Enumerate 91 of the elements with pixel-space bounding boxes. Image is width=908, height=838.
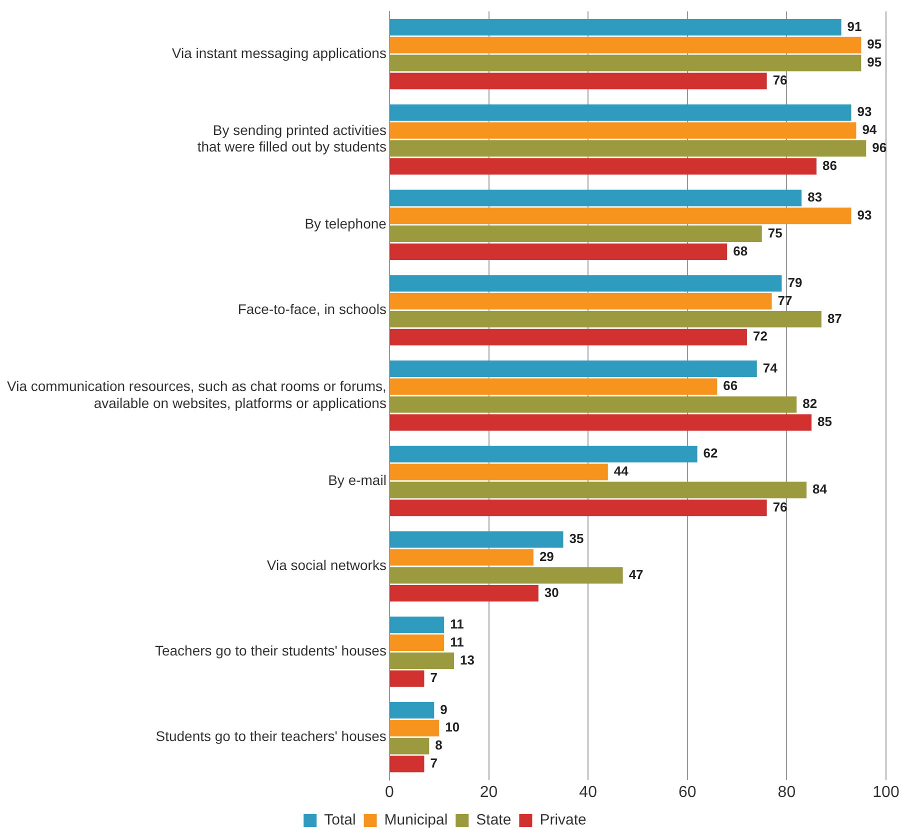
bar xyxy=(390,756,424,772)
data-label: 10 xyxy=(445,720,460,735)
data-label: 9 xyxy=(440,702,448,717)
bar xyxy=(390,310,822,328)
bar xyxy=(390,634,444,652)
data-label: 30 xyxy=(544,584,559,600)
data-label: 11 xyxy=(450,634,464,650)
bar xyxy=(390,18,842,36)
y-tick-label: Face-to-face, in schools xyxy=(238,301,386,318)
data-label: 7 xyxy=(430,756,438,771)
data-label: 94 xyxy=(862,122,878,138)
data-label: 77 xyxy=(778,292,792,308)
data-label: 83 xyxy=(808,190,822,205)
data-label: 66 xyxy=(723,378,738,394)
bar xyxy=(390,190,802,206)
y-tick-label: Teachers go to their students' houses xyxy=(154,642,386,659)
data-label: 47 xyxy=(628,566,644,582)
legend-label: State xyxy=(476,812,512,829)
x-tick-label: 100 xyxy=(872,784,900,801)
y-tick-label: By e-mail xyxy=(328,472,386,488)
bar xyxy=(390,36,862,54)
bar xyxy=(390,293,772,310)
x-tick-label: 0 xyxy=(384,784,394,801)
data-label: 91 xyxy=(847,18,862,34)
data-label: 93 xyxy=(857,104,872,120)
y-tick-label: Via instant messaging applications xyxy=(172,44,386,61)
bar xyxy=(390,72,767,90)
bar xyxy=(390,446,698,462)
bar xyxy=(390,396,797,413)
data-label: 95 xyxy=(867,54,882,70)
bar xyxy=(390,500,767,516)
data-label: 74 xyxy=(762,360,778,376)
bar xyxy=(390,208,852,224)
data-label: 79 xyxy=(788,274,802,290)
data-label: 87 xyxy=(827,310,842,326)
data-label: 84 xyxy=(812,482,828,497)
y-tick-label: Via communication resources, such as chat rooms or forums, available on websites, platforms or applications xyxy=(6,378,386,411)
bar xyxy=(390,720,440,736)
x-tick-label: 20 xyxy=(480,784,498,801)
data-label: 76 xyxy=(772,72,788,88)
bar xyxy=(390,585,538,602)
bar xyxy=(390,414,812,431)
bar xyxy=(390,226,762,242)
bar xyxy=(390,360,757,377)
y-tick-label: Via social networks xyxy=(266,557,386,574)
bar xyxy=(390,378,718,395)
legend-label: Municipal xyxy=(384,812,448,829)
bar xyxy=(390,482,807,498)
data-label: 11 xyxy=(450,616,464,632)
legend-label: Private xyxy=(540,812,586,829)
x-tick-label: 60 xyxy=(678,784,696,801)
bar xyxy=(390,104,852,121)
bar xyxy=(390,275,782,292)
data-label: 8 xyxy=(435,738,442,753)
data-label: 95 xyxy=(867,36,882,52)
data-label: 13 xyxy=(460,652,474,668)
bar xyxy=(390,567,623,584)
data-label: 29 xyxy=(539,548,554,564)
bar xyxy=(390,616,444,634)
data-label: 35 xyxy=(569,531,584,546)
x-tick-label: 80 xyxy=(778,784,796,801)
data-label: 72 xyxy=(752,328,768,344)
y-tick-label: By telephone xyxy=(304,216,387,232)
bar xyxy=(390,464,608,480)
bar xyxy=(390,702,434,718)
data-label: 44 xyxy=(614,464,630,479)
data-label: 76 xyxy=(772,499,788,514)
bar xyxy=(390,54,862,72)
legend-label: Total xyxy=(324,812,356,829)
data-label: 75 xyxy=(768,225,782,240)
bar xyxy=(390,738,430,754)
y-tick-label: By sending printed activities that were filled out by students xyxy=(197,122,386,155)
y-tick-label: Students go to their teachers' houses xyxy=(156,728,386,744)
data-label: 62 xyxy=(703,446,718,461)
bar xyxy=(390,243,728,260)
data-label: 86 xyxy=(822,158,837,173)
data-label: 82 xyxy=(802,396,818,412)
data-label: 93 xyxy=(857,207,872,222)
data-label: 68 xyxy=(733,243,748,258)
x-tick-label: 40 xyxy=(579,784,598,801)
bar xyxy=(390,549,534,566)
bar xyxy=(390,670,424,687)
data-label: 96 xyxy=(872,140,887,156)
data-label: 7 xyxy=(430,670,438,686)
bar xyxy=(390,122,856,139)
data-label: 85 xyxy=(818,414,832,430)
bar xyxy=(390,652,454,669)
bar xyxy=(390,531,564,548)
bar xyxy=(390,140,866,157)
bar xyxy=(390,158,816,175)
bar xyxy=(390,328,747,346)
